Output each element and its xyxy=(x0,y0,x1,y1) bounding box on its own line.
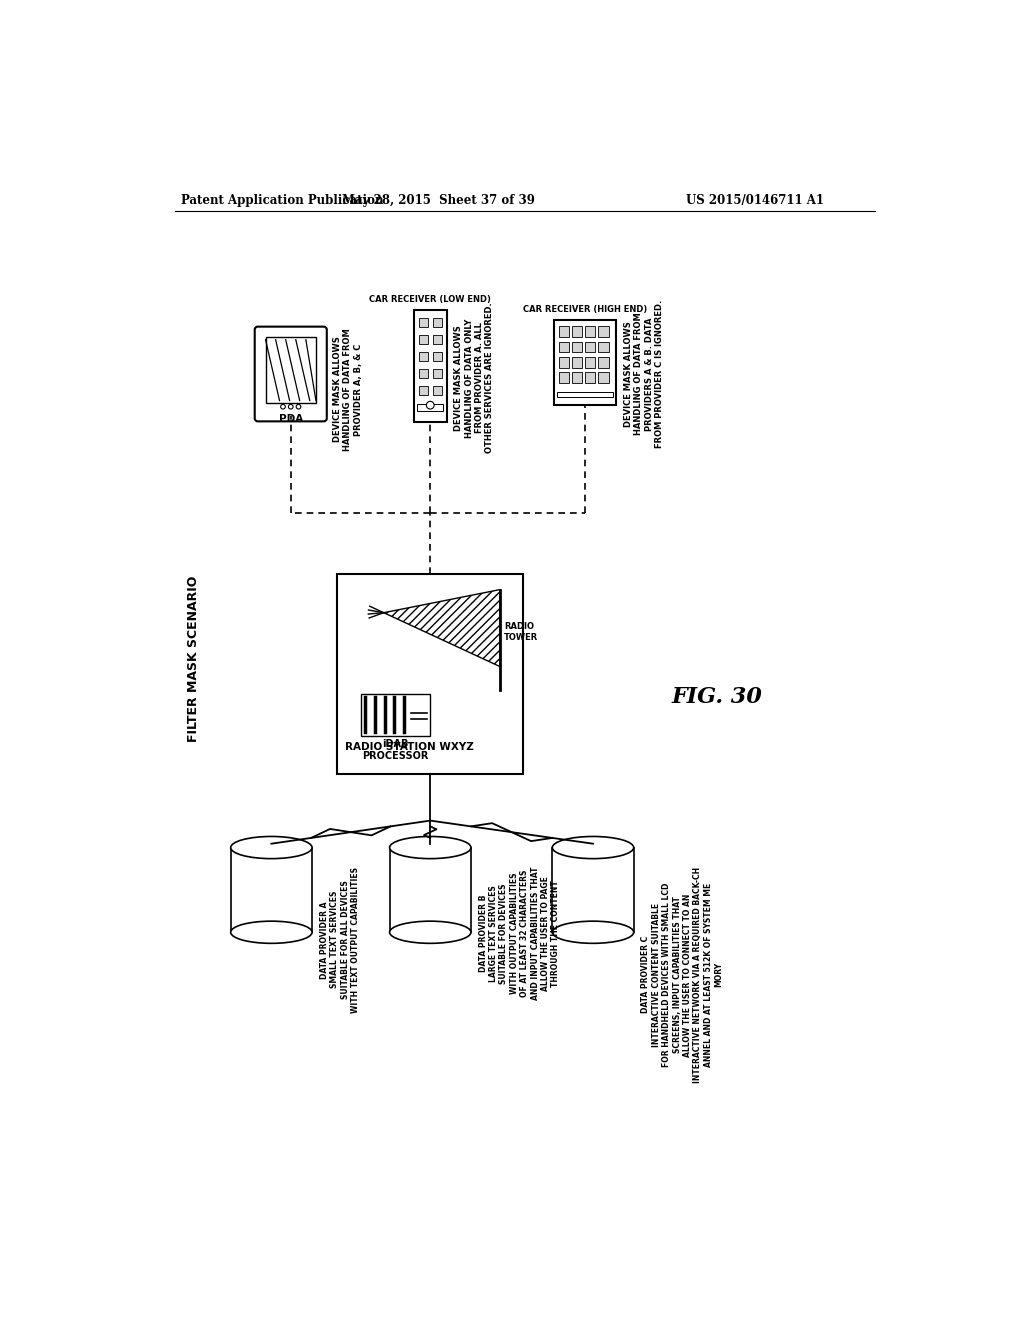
FancyBboxPatch shape xyxy=(586,358,595,368)
FancyBboxPatch shape xyxy=(552,847,634,932)
Circle shape xyxy=(281,404,286,409)
FancyBboxPatch shape xyxy=(572,326,583,337)
FancyBboxPatch shape xyxy=(586,342,595,352)
FancyBboxPatch shape xyxy=(419,335,428,345)
FancyBboxPatch shape xyxy=(598,326,608,337)
FancyBboxPatch shape xyxy=(572,358,583,368)
FancyBboxPatch shape xyxy=(572,372,583,383)
FancyBboxPatch shape xyxy=(586,326,595,337)
Text: DATA PROVIDER A
SMALL TEXT SERVICES
SUITABLE FOR ALL DEVICES
WITH TEXT OUTPUT CA: DATA PROVIDER A SMALL TEXT SERVICES SUIT… xyxy=(319,867,360,1012)
Text: RADIO
TOWER: RADIO TOWER xyxy=(504,622,539,642)
Ellipse shape xyxy=(389,921,471,944)
FancyBboxPatch shape xyxy=(557,392,613,397)
FancyBboxPatch shape xyxy=(559,358,569,368)
Ellipse shape xyxy=(230,921,312,944)
FancyBboxPatch shape xyxy=(419,352,428,362)
Ellipse shape xyxy=(230,837,312,858)
FancyBboxPatch shape xyxy=(230,847,312,932)
FancyBboxPatch shape xyxy=(419,370,428,379)
FancyBboxPatch shape xyxy=(389,847,471,932)
FancyBboxPatch shape xyxy=(572,342,583,352)
Text: RADIO STATION WXYZ: RADIO STATION WXYZ xyxy=(345,742,474,752)
FancyBboxPatch shape xyxy=(432,318,442,327)
FancyBboxPatch shape xyxy=(598,358,608,368)
FancyBboxPatch shape xyxy=(419,318,428,327)
Text: Patent Application Publication: Patent Application Publication xyxy=(180,194,383,207)
Ellipse shape xyxy=(552,837,634,858)
FancyBboxPatch shape xyxy=(559,372,569,383)
Text: PDA: PDA xyxy=(279,414,303,425)
Text: US 2015/0146711 A1: US 2015/0146711 A1 xyxy=(686,194,824,207)
FancyBboxPatch shape xyxy=(559,326,569,337)
FancyBboxPatch shape xyxy=(559,342,569,352)
FancyBboxPatch shape xyxy=(432,370,442,379)
Text: DATA PROVIDER B
LARGE TEXT SERVICES
SUITABLE FOR DEVICES
WITH OUTPUT CAPABILITIE: DATA PROVIDER B LARGE TEXT SERVICES SUIT… xyxy=(478,867,560,1001)
FancyBboxPatch shape xyxy=(432,385,442,395)
FancyBboxPatch shape xyxy=(255,326,327,421)
Ellipse shape xyxy=(389,837,471,858)
FancyBboxPatch shape xyxy=(337,574,523,775)
Polygon shape xyxy=(384,590,500,667)
Text: FILTER MASK SCENARIO: FILTER MASK SCENARIO xyxy=(187,576,201,742)
FancyBboxPatch shape xyxy=(414,310,446,422)
Text: May 28, 2015  Sheet 37 of 39: May 28, 2015 Sheet 37 of 39 xyxy=(342,194,535,207)
FancyBboxPatch shape xyxy=(598,372,608,383)
Text: DEVICE MASK ALLOWS
HANDLING OF DATA FROM
PROVIDER A, B, & C: DEVICE MASK ALLOWS HANDLING OF DATA FROM… xyxy=(333,329,362,450)
Text: DEVICE MASK ALLOWS
HANDLING OF DATA ONLY
FROM PROVIDER A. ALL
OTHER SERVICES ARE: DEVICE MASK ALLOWS HANDLING OF DATA ONLY… xyxy=(455,302,495,453)
Circle shape xyxy=(289,404,293,409)
Circle shape xyxy=(426,401,434,409)
FancyBboxPatch shape xyxy=(586,372,595,383)
FancyBboxPatch shape xyxy=(417,404,443,412)
FancyBboxPatch shape xyxy=(598,342,608,352)
Text: FIG. 30: FIG. 30 xyxy=(672,686,763,709)
Text: DATA PROVIDER C
INTERACTIVE CONTENT SUITABLE
FOR HANDHELD DEVICES WITH SMALL LCD: DATA PROVIDER C INTERACTIVE CONTENT SUIT… xyxy=(641,867,723,1082)
Circle shape xyxy=(296,404,301,409)
Text: CAR RECEIVER (LOW END): CAR RECEIVER (LOW END) xyxy=(370,296,492,305)
FancyBboxPatch shape xyxy=(419,385,428,395)
Text: iDAB
PROCESSOR: iDAB PROCESSOR xyxy=(362,739,429,760)
FancyBboxPatch shape xyxy=(360,693,430,737)
FancyBboxPatch shape xyxy=(265,338,316,403)
FancyBboxPatch shape xyxy=(432,335,442,345)
Text: CAR RECEIVER (HIGH END): CAR RECEIVER (HIGH END) xyxy=(523,305,647,314)
Text: DEVICE MASK ALLOWS
HANDLING OF DATA FROM
PROVIDERS A & B. DATA
FROM PROVIDER C I: DEVICE MASK ALLOWS HANDLING OF DATA FROM… xyxy=(624,300,665,447)
FancyBboxPatch shape xyxy=(554,321,616,405)
Ellipse shape xyxy=(552,921,634,944)
FancyBboxPatch shape xyxy=(432,352,442,362)
